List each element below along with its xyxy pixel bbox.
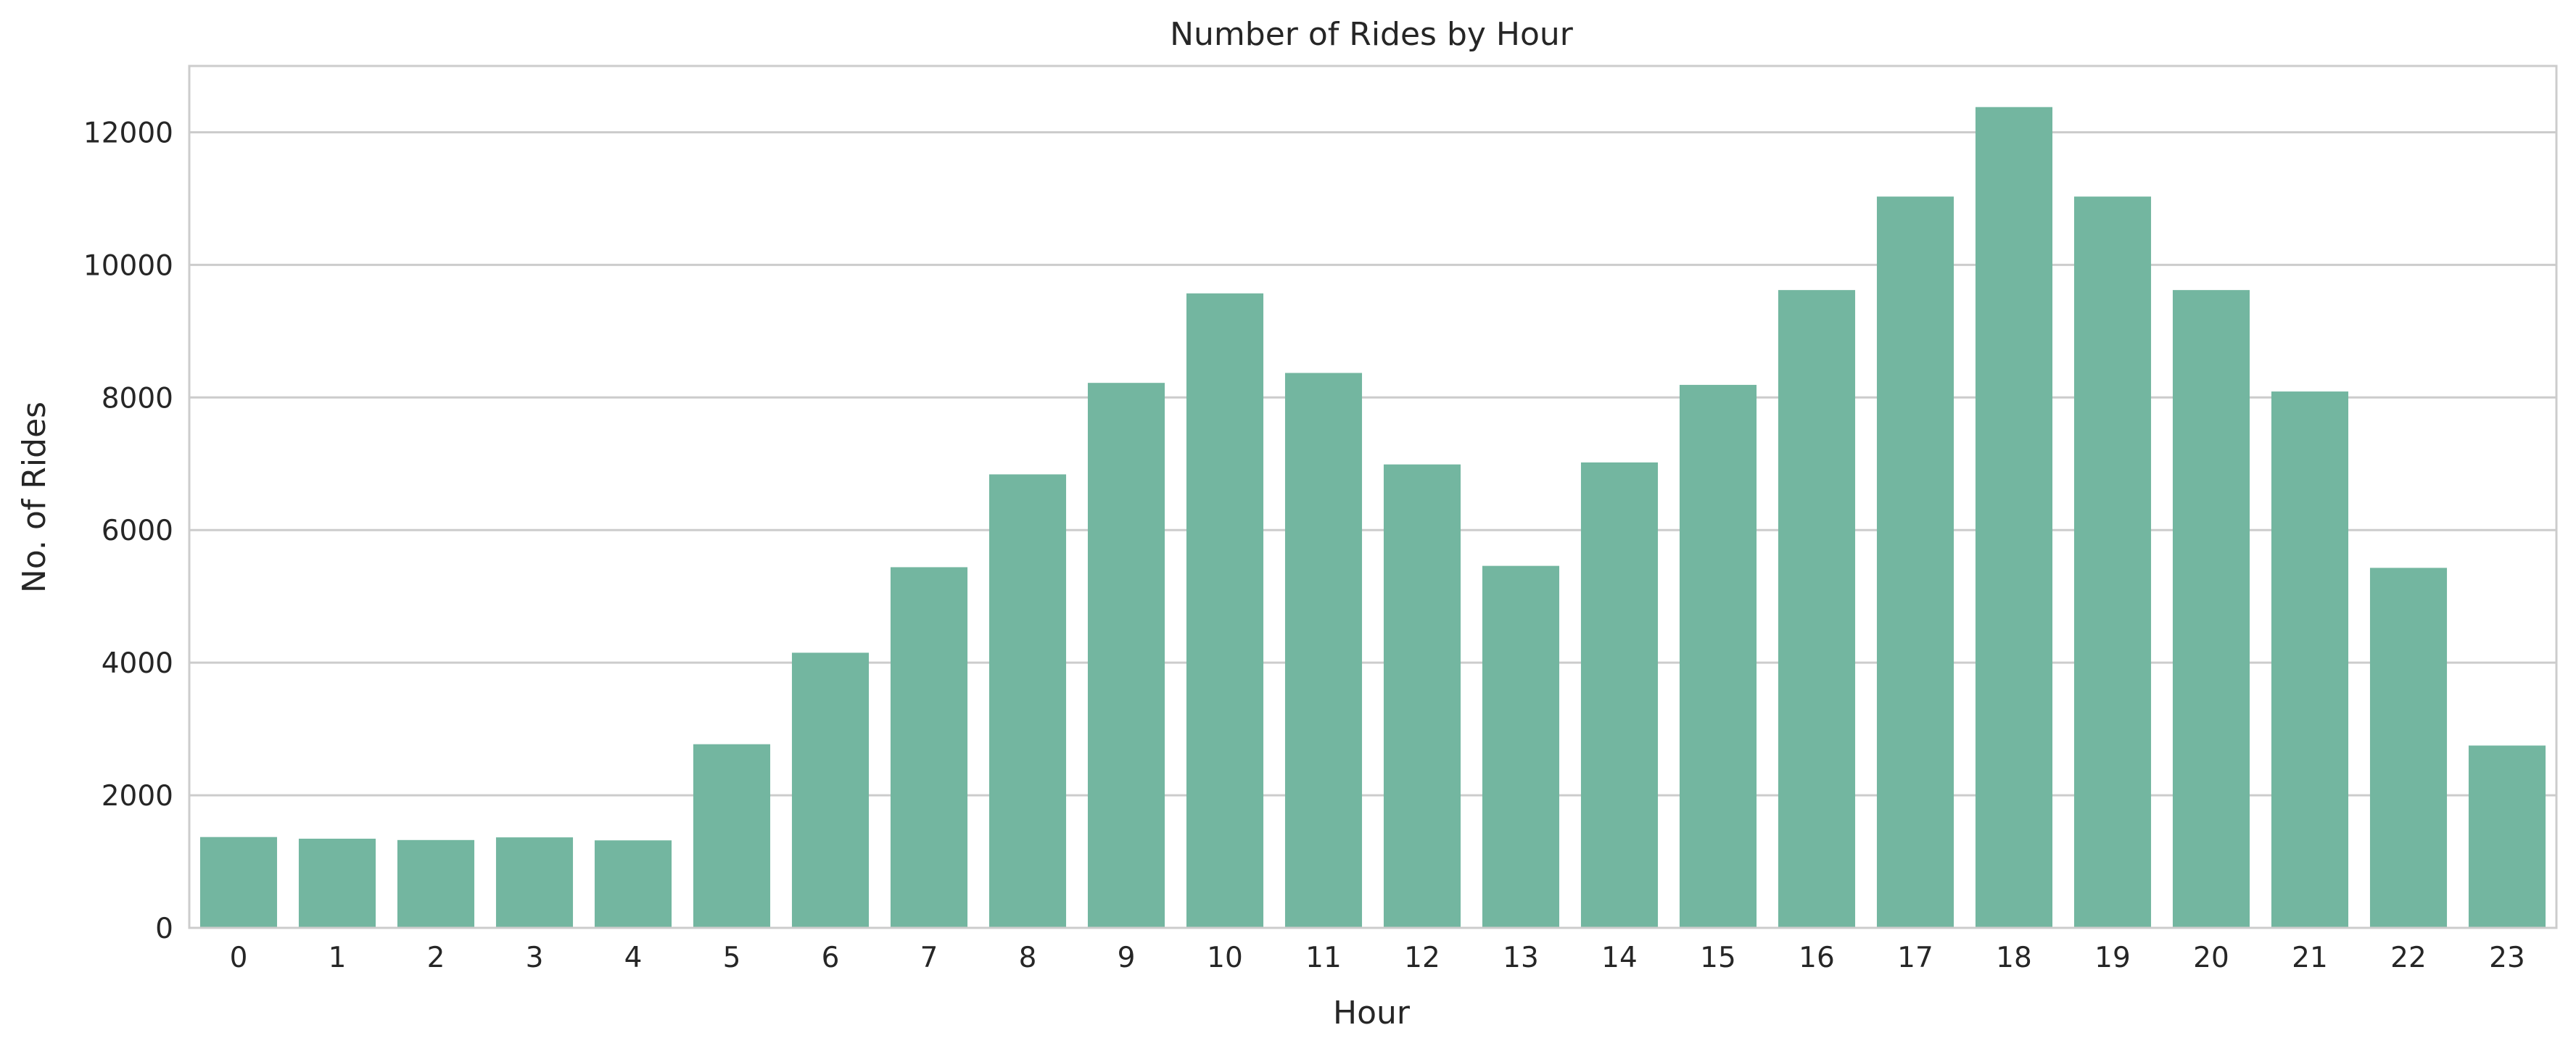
bar-hour-18 bbox=[1975, 107, 2053, 928]
bar-hour-11 bbox=[1284, 373, 1363, 928]
y-tick-label: 12000 bbox=[83, 117, 173, 149]
plot-frame bbox=[188, 65, 2558, 929]
x-tick-label: 15 bbox=[1700, 942, 1736, 974]
bar-hour-23 bbox=[2468, 745, 2546, 928]
x-tick-label: 16 bbox=[1799, 942, 1835, 974]
x-tick-label: 7 bbox=[920, 942, 938, 974]
y-tick-label: 6000 bbox=[102, 515, 173, 547]
bars bbox=[199, 107, 2546, 929]
bar-hour-7 bbox=[890, 567, 968, 928]
x-tick-label: 13 bbox=[1503, 942, 1539, 974]
bar-hour-9 bbox=[1087, 383, 1165, 928]
bar-hour-3 bbox=[495, 837, 574, 928]
bar-hour-12 bbox=[1383, 464, 1461, 928]
bar-hour-21 bbox=[2271, 391, 2349, 928]
x-tick-label: 18 bbox=[1996, 942, 2032, 974]
x-tick-label: 0 bbox=[230, 942, 248, 974]
bar-hour-17 bbox=[1876, 196, 1954, 929]
x-tick-label: 1 bbox=[329, 942, 347, 974]
y-tick-label: 8000 bbox=[102, 382, 173, 415]
bar-hour-4 bbox=[594, 840, 672, 928]
x-tick-label: 12 bbox=[1404, 942, 1440, 974]
x-tick-label: 4 bbox=[624, 942, 643, 974]
x-tick-label: 10 bbox=[1207, 942, 1243, 974]
bar-hour-20 bbox=[2172, 290, 2250, 928]
x-tick-label: 20 bbox=[2193, 942, 2229, 974]
x-axis-label: Hour bbox=[1333, 995, 1411, 1032]
y-tick-labels: 0 2000 4000 6000 8000 10000 12000 bbox=[83, 117, 173, 945]
bar-hour-22 bbox=[2369, 568, 2448, 928]
bar-hour-10 bbox=[1186, 293, 1264, 928]
x-tick-label: 14 bbox=[1601, 942, 1638, 974]
x-tick-label: 19 bbox=[2094, 942, 2131, 974]
y-gridlines bbox=[189, 130, 2556, 929]
bar-hour-5 bbox=[693, 744, 771, 928]
x-tick-label: 21 bbox=[2292, 942, 2328, 974]
x-tick-label: 17 bbox=[1897, 942, 1933, 974]
x-tick-labels: 0 1 2 3 4 5 6 7 8 9 10 11 12 13 14 15 16 17 18 19 20 21 22 23 bbox=[230, 942, 2525, 974]
x-tick-label: 5 bbox=[723, 942, 741, 974]
x-tick-label: 23 bbox=[2489, 942, 2525, 974]
bar-hour-0 bbox=[199, 837, 278, 928]
y-tick-label: 2000 bbox=[102, 780, 173, 813]
x-tick-label: 2 bbox=[427, 942, 445, 974]
y-tick-label: 0 bbox=[155, 913, 173, 945]
x-tick-label: 3 bbox=[526, 942, 544, 974]
bar-hour-2 bbox=[397, 839, 475, 928]
bar-hour-16 bbox=[1778, 290, 1856, 928]
chart-title: Number of Rides by Hour bbox=[1170, 16, 1574, 53]
x-tick-label: 9 bbox=[1118, 942, 1136, 974]
y-tick-label: 4000 bbox=[102, 647, 173, 680]
bar-hour-13 bbox=[1482, 565, 1560, 928]
bar-hour-8 bbox=[988, 474, 1067, 928]
bar-hour-6 bbox=[791, 652, 870, 928]
bar-hour-14 bbox=[1580, 462, 1659, 928]
bar-hour-1 bbox=[298, 838, 376, 928]
x-tick-label: 11 bbox=[1305, 942, 1342, 974]
bar-hour-15 bbox=[1679, 384, 1757, 928]
bar-hour-19 bbox=[2073, 196, 2152, 929]
x-tick-label: 8 bbox=[1019, 942, 1037, 974]
y-axis-label: No. of Rides bbox=[16, 402, 53, 593]
y-tick-label: 10000 bbox=[83, 249, 173, 282]
x-tick-label: 22 bbox=[2390, 942, 2427, 974]
x-tick-label: 6 bbox=[822, 942, 840, 974]
